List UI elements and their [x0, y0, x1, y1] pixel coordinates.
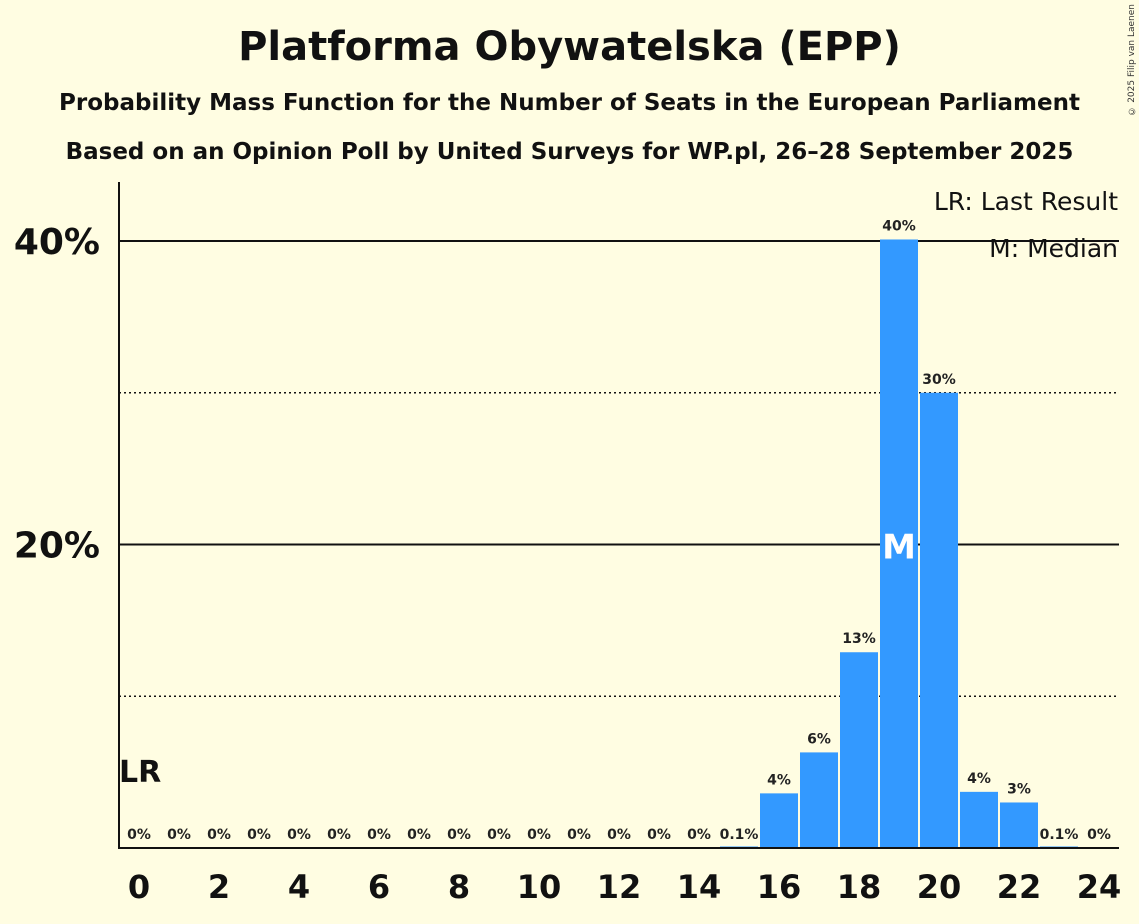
data-label: 0% [287, 827, 311, 843]
data-label: 30% [922, 372, 956, 388]
data-label: 13% [842, 631, 876, 647]
x-tick-label: 0 [128, 868, 150, 906]
data-label: 3% [1007, 781, 1031, 797]
x-tick-label: 14 [677, 868, 722, 906]
bar [920, 392, 958, 848]
chart-title: Platforma Obywatelska (EPP) [238, 24, 901, 70]
data-label: 0% [447, 827, 471, 843]
bar [760, 793, 798, 848]
last-result-marker: LR [119, 755, 161, 790]
y-tick-label: 40% [14, 222, 100, 263]
bar [960, 791, 998, 848]
bar [800, 752, 838, 848]
data-label: 0% [607, 827, 631, 843]
bar [840, 652, 878, 848]
data-label: 0% [247, 827, 271, 843]
x-tick-label: 8 [448, 868, 470, 906]
data-label: 0.1% [720, 827, 759, 843]
data-label: 0% [687, 827, 711, 843]
data-label: 0% [487, 827, 511, 843]
data-label: 4% [767, 772, 791, 788]
data-label: 0.1% [1040, 827, 1079, 843]
y-tick-label: 20% [14, 526, 100, 567]
data-label: 0% [127, 827, 151, 843]
median-marker: M [882, 528, 916, 568]
data-label: 0% [167, 827, 191, 843]
x-tick-label: 24 [1077, 868, 1122, 906]
legend-entry: M: Median [989, 234, 1118, 263]
data-label: 4% [967, 771, 991, 787]
data-label: 0% [207, 827, 231, 843]
x-tick-label: 2 [208, 868, 230, 906]
x-tick-label: 20 [917, 868, 962, 906]
x-tick-label: 12 [597, 868, 642, 906]
data-label: 0% [327, 827, 351, 843]
x-tick-label: 18 [837, 868, 882, 906]
x-tick-label: 16 [757, 868, 802, 906]
data-label: 40% [882, 218, 916, 234]
data-label: 0% [407, 827, 431, 843]
chart-subtitle: Probability Mass Function for the Number… [59, 90, 1080, 116]
bar [1000, 802, 1038, 848]
x-tick-label: 10 [517, 868, 562, 906]
x-tick-label: 4 [288, 868, 310, 906]
data-label: 0% [567, 827, 591, 843]
data-label: 0% [527, 827, 551, 843]
data-label: 6% [807, 731, 831, 747]
data-label: 0% [367, 827, 391, 843]
x-tick-label: 6 [368, 868, 390, 906]
data-label: 0% [647, 827, 671, 843]
data-label: 0% [1087, 827, 1111, 843]
legend-entry: LR: Last Result [934, 187, 1118, 216]
x-tick-label: 22 [997, 868, 1042, 906]
bar [880, 239, 918, 849]
chart-subtitle-2: Based on an Opinion Poll by United Surve… [65, 139, 1074, 165]
